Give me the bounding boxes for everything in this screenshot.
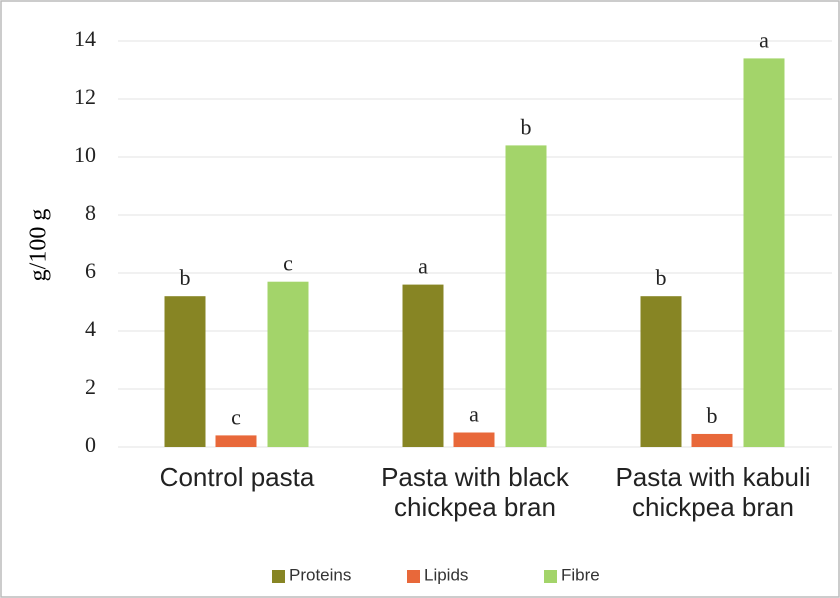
y-tick-label: 10	[74, 142, 96, 167]
bar	[453, 432, 495, 447]
data-annotation: c	[231, 404, 241, 429]
data-annotation: b	[656, 265, 667, 290]
x-tick-label: Control pasta	[159, 462, 315, 492]
y-tick-label: 0	[85, 432, 96, 457]
legend-swatch	[544, 570, 557, 583]
y-tick-label: 2	[85, 374, 96, 399]
data-annotation: c	[283, 251, 293, 276]
legend-swatch	[272, 570, 285, 583]
bar	[640, 296, 682, 447]
bar	[505, 145, 547, 447]
y-axis-label: g/100 g	[26, 209, 52, 282]
y-tick-label: 8	[85, 200, 96, 225]
bar	[743, 58, 785, 448]
legend-label: Lipids	[424, 565, 468, 584]
data-annotation: b	[180, 265, 191, 290]
bar	[691, 433, 733, 447]
legend-label: Proteins	[289, 565, 351, 584]
bar	[402, 284, 444, 447]
y-tick-label: 14	[74, 26, 96, 51]
data-annotation: b	[707, 403, 718, 428]
y-tick-label: 6	[85, 258, 96, 283]
data-annotation: b	[521, 114, 532, 139]
x-tick-label: Pasta with kabuli chickpea bran	[615, 462, 811, 522]
bar	[215, 435, 257, 447]
legend-label: Fibre	[561, 565, 600, 584]
y-tick-label: 12	[74, 84, 96, 109]
legend-swatch	[407, 570, 420, 583]
x-tick-label: Pasta with black chickpea bran	[381, 462, 569, 522]
data-annotation: a	[469, 402, 479, 427]
data-annotation: a	[759, 27, 769, 52]
y-tick-label: 4	[85, 316, 96, 341]
bar	[267, 281, 309, 447]
bar	[164, 296, 206, 447]
data-annotation: a	[418, 254, 428, 279]
